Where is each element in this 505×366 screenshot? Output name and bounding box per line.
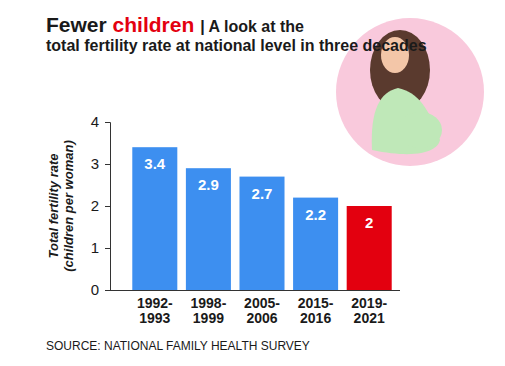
data-label: 3.4 [144, 155, 166, 172]
bar [132, 147, 177, 290]
bar [186, 168, 231, 290]
y-tick-label: 0 [91, 281, 99, 298]
y-tick: 0 [91, 281, 110, 298]
x-tick-label: 2019-2021 [351, 295, 387, 326]
x-tick: 2005-2006 [244, 290, 280, 326]
x-tick: 1998-1999 [190, 290, 226, 326]
bar [293, 198, 338, 290]
x-tick-label: 2015-2016 [298, 295, 334, 326]
x-tick: 1992-1993 [137, 290, 173, 326]
background [0, 0, 505, 366]
y-axis: 0 1 2 3 4 [91, 113, 111, 298]
y-tick-label: 1 [91, 239, 99, 256]
y-axis-line [105, 123, 111, 291]
x-axis-line [110, 290, 400, 291]
y-tick-mark [105, 164, 110, 165]
y-tick-label: 4 [91, 113, 99, 130]
chart-svg: Fewer children| A look at thetotal ferti… [0, 0, 505, 366]
subtitle: | A look at thetotal fertility rate at n… [46, 18, 427, 54]
y-tick: 3 [91, 155, 110, 172]
y-tick: 2 [91, 197, 110, 214]
x-tick-label: 1992-1993 [137, 295, 173, 326]
data-label: 2.9 [198, 176, 219, 193]
y-tick-label: 3 [91, 155, 99, 172]
data-label: 2.2 [305, 206, 326, 223]
illustration-belly [398, 112, 442, 148]
title: Fewer children [46, 13, 194, 36]
x-axis: 1992-1993 1998-1999 2005-2006 2015-2016 2019… [110, 290, 400, 326]
x-tick-label: 1998-1999 [190, 295, 226, 326]
data-label: 2.7 [252, 185, 273, 202]
y-tick-mark [105, 206, 110, 207]
y-tick: 1 [91, 239, 110, 256]
x-tick-label: 2005-2006 [244, 295, 280, 326]
source: SOURCE: NATIONAL FAMILY HEALTH SURVEY [46, 339, 310, 353]
x-tick: 2015-2016 [298, 290, 334, 326]
bar [239, 177, 284, 290]
bar [347, 206, 392, 290]
bars [132, 147, 391, 290]
y-tick-mark [105, 122, 110, 123]
y-tick-mark [105, 248, 110, 249]
data-label: 2 [365, 214, 373, 231]
x-tick: 2019-2021 [351, 290, 387, 326]
y-tick: 4 [91, 113, 110, 130]
y-axis-title: Total fertility rate(children per woman) [46, 140, 76, 271]
chart-container: Fewer children| A look at thetotal ferti… [0, 0, 505, 366]
data-labels: 3.4 2.9 2.7 2.2 2 [144, 155, 373, 231]
y-tick-mark [105, 290, 110, 291]
y-tick-label: 2 [91, 197, 99, 214]
